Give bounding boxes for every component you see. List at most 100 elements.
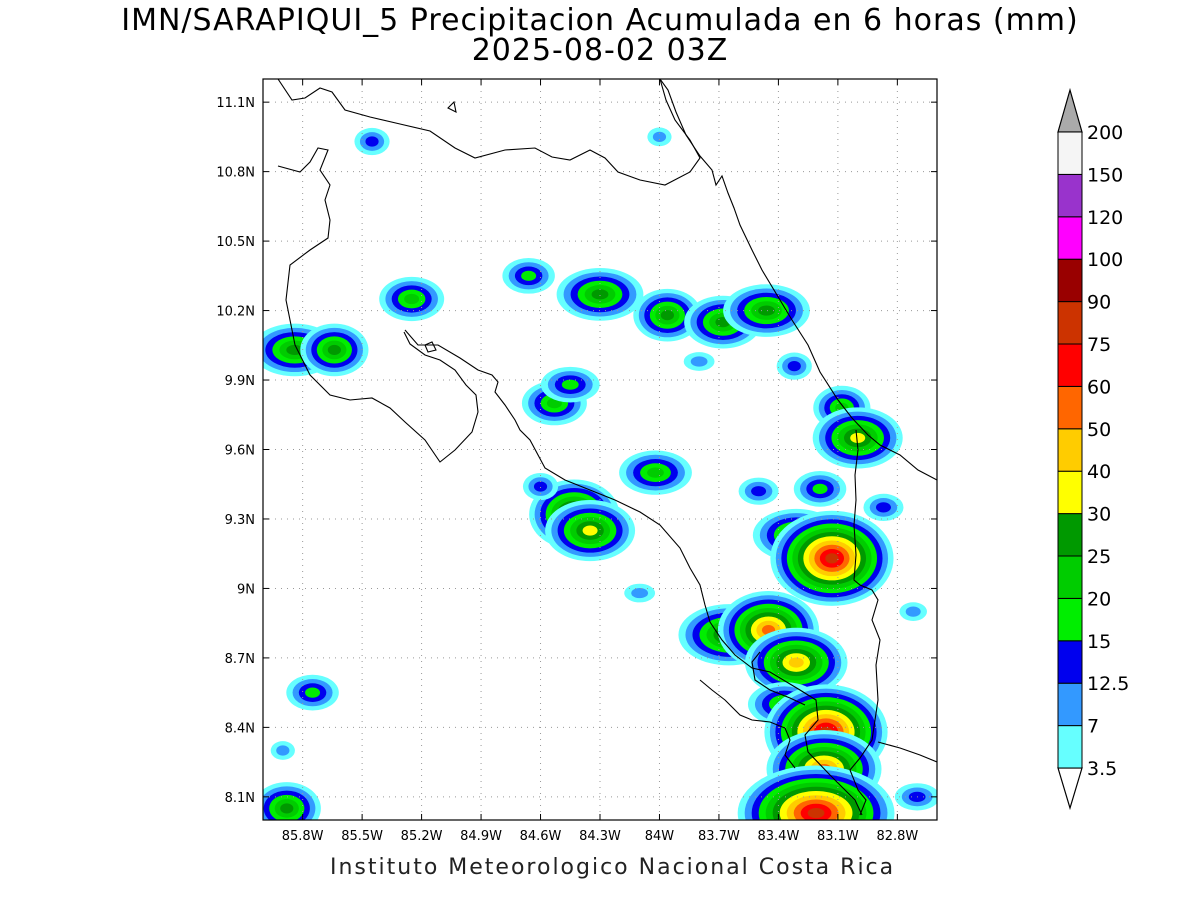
precip-cell	[300, 323, 369, 377]
colorbar-label: 60	[1087, 376, 1111, 398]
colorbar-label: 15	[1087, 631, 1111, 653]
colorbar-label: 75	[1087, 334, 1111, 356]
y-tick-label: 9.6N	[225, 444, 255, 459]
x-tick-label: 85.2W	[401, 829, 443, 844]
x-tick-label: 85.5W	[341, 829, 383, 844]
precip-cell	[633, 288, 702, 342]
colorbar-swatch	[1057, 258, 1083, 303]
colorbar-label: 25	[1087, 546, 1111, 568]
x-tick-label: 83.4W	[758, 829, 800, 844]
precip-contour-level-2	[875, 502, 891, 513]
precip-contour-level-1	[652, 131, 667, 142]
y-tick-label: 8.7N	[225, 652, 255, 667]
x-tick-label: 84.9W	[460, 829, 502, 844]
precip-cell	[647, 127, 672, 147]
panama-border	[849, 429, 881, 816]
y-axis-ticks: 11.1N 10.8N 10.5N 10.2N 9.9N 9.6N 9.3N 9N 8.7N 8.…	[216, 96, 937, 806]
precip-cell	[894, 783, 937, 811]
colorbar-under-triangle	[1057, 767, 1083, 811]
x-tick-label: 83.7W	[698, 829, 740, 844]
precip-cell	[522, 472, 559, 501]
y-tick-label: 8.1N	[225, 791, 255, 806]
nicoya-island	[424, 341, 437, 353]
footer-credit: Instituto Meteorologico Nacional Costa R…	[330, 855, 896, 880]
y-tick-label: 11.1N	[216, 96, 255, 111]
colorbar-swatch	[1057, 385, 1083, 430]
golfo-dulce	[751, 651, 806, 706]
colorbar-swatch	[1057, 470, 1083, 515]
precip-contour-level-10	[825, 553, 839, 564]
grid-lines	[263, 79, 937, 820]
x-tick-label: 84.3W	[579, 829, 621, 844]
nicaragua-costa-rica-border	[277, 147, 479, 463]
precip-cell	[723, 284, 810, 337]
precip-contour-level-1	[276, 745, 290, 756]
precip-cell	[899, 602, 927, 621]
lake-island	[447, 100, 457, 113]
caribbean-coast	[659, 79, 937, 481]
y-tick-label: 9N	[237, 582, 255, 597]
x-axis-ticks: 85.8W 85.5W 85.2W 84.9W 84.6W 84.3W 84W 83.7W 83…	[282, 79, 918, 844]
colorbar-label: 30	[1087, 504, 1111, 526]
colorbar-swatch	[1057, 725, 1083, 769]
precip-cell	[270, 741, 295, 760]
precip-contour-level-5	[327, 344, 341, 356]
colorbar-swatch	[1057, 555, 1083, 599]
precip-cell	[545, 499, 636, 562]
precip-contour-level-7	[788, 657, 804, 668]
x-tick-label: 84.6W	[520, 829, 562, 844]
colorbar-swatch	[1057, 343, 1083, 387]
y-tick-label: 9.3N	[225, 513, 255, 528]
precip-cell	[624, 583, 656, 603]
colorbar-label: 120	[1087, 207, 1123, 229]
precip-cell	[863, 493, 904, 521]
colorbar-label: 90	[1087, 292, 1111, 314]
map-title: IMN/SARAPIQUI_5 Precipitacion Acumulada …	[121, 3, 1079, 38]
colorbar-label: 40	[1087, 461, 1111, 483]
nicaragua-lake-shore	[277, 79, 701, 186]
precip-cell	[683, 352, 715, 371]
pacific-coast-central	[404, 329, 863, 816]
precip-cell	[540, 366, 600, 403]
x-tick-label: 83.1W	[817, 829, 859, 844]
y-tick-label: 10.8N	[216, 166, 255, 181]
precip-contour-level-5	[660, 310, 675, 321]
colorbar-swatch	[1057, 513, 1083, 557]
precip-contour-level-1	[905, 606, 921, 617]
precip-contour-level-3	[561, 379, 579, 390]
precip-contour-level-1	[690, 356, 708, 367]
x-tick-label: 84W	[645, 829, 675, 844]
precip-cell	[776, 352, 812, 380]
colorbar-label: 50	[1087, 419, 1111, 441]
map-subtitle-date: 2025-08-02 03Z	[471, 33, 729, 68]
colorbar-over-triangle	[1057, 87, 1083, 133]
x-tick-label: 82.8W	[876, 829, 918, 844]
precip-contour-level-4	[647, 467, 664, 478]
precip-contour-level-2	[787, 361, 801, 372]
precip-cell	[286, 674, 339, 711]
precip-cell	[770, 510, 894, 606]
colorbar-swatch	[1057, 682, 1083, 727]
precip-cell	[619, 450, 692, 495]
precip-contour-level-5	[280, 803, 294, 814]
precip-cell	[354, 127, 390, 156]
panama-pacific-coast	[877, 741, 937, 763]
precip-contour-level-2	[365, 136, 379, 147]
precip-contour-level-10	[807, 807, 825, 819]
colorbar-swatch	[1057, 216, 1083, 260]
precip-contour-level-2	[751, 486, 767, 497]
precip-contour-level-2	[533, 481, 548, 492]
colorbar-label: 7	[1087, 716, 1099, 738]
precip-contour-level-6	[582, 525, 598, 536]
precip-cell	[263, 782, 321, 820]
colorbar-swatch	[1057, 597, 1083, 642]
osa-peninsula	[699, 679, 796, 769]
precip-contour-level-5	[758, 305, 775, 316]
precip-cell	[379, 276, 445, 322]
colorbar-label: 3.5	[1087, 758, 1117, 780]
colorbar-swatch	[1057, 173, 1083, 218]
colorbar-label: 12.5	[1087, 673, 1129, 695]
x-tick-label: 85.8W	[282, 829, 324, 844]
colorbar-swatch	[1057, 428, 1083, 472]
precip-cell	[738, 477, 779, 505]
